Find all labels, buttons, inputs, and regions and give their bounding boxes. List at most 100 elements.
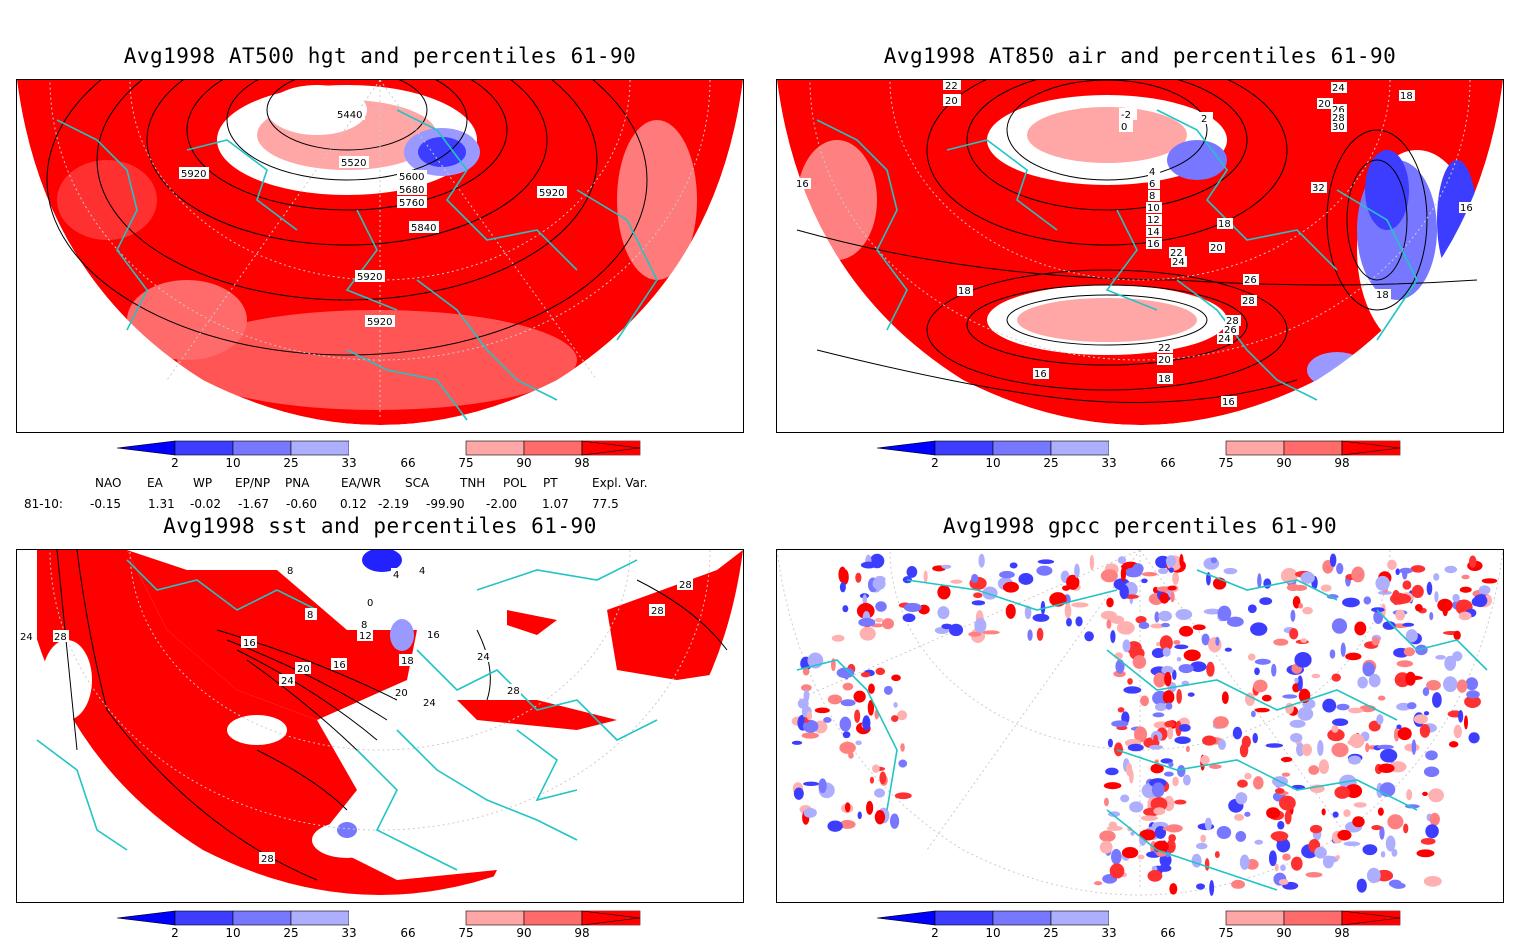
colorbar-tick-label: 2 <box>931 926 939 940</box>
precip-blob <box>1261 694 1272 702</box>
precip-blob <box>1235 831 1247 842</box>
precip-blob <box>937 606 950 620</box>
precip-blob <box>1208 636 1222 653</box>
precip-blob <box>1156 641 1161 647</box>
precip-blob <box>1481 578 1498 584</box>
precip-blob <box>1265 743 1284 748</box>
precip-blob <box>973 592 983 599</box>
precip-blob <box>900 743 905 752</box>
precip-blob <box>1340 642 1346 657</box>
precip-blob <box>897 710 908 721</box>
precip-blob <box>1435 654 1446 660</box>
contour-label: 8 <box>287 566 293 577</box>
precip-blob <box>1380 851 1386 858</box>
precip-blob <box>1163 771 1174 777</box>
precip-blob <box>1212 716 1229 729</box>
contour-label: 8 <box>307 610 313 621</box>
precip-blob <box>1172 776 1179 787</box>
precip-blob <box>869 776 875 784</box>
precip-blob <box>1466 690 1480 699</box>
contour-label: 4 <box>393 570 399 581</box>
colorbar-tick-label: 66 <box>1160 926 1176 940</box>
precip-blob <box>1159 635 1173 651</box>
precip-blob <box>1352 816 1365 828</box>
contour-label: 5920 <box>357 272 382 283</box>
index-header: Expl. Var. <box>592 476 648 490</box>
contour-label: 5920 <box>181 169 206 180</box>
contour-label: 5440 <box>337 110 362 121</box>
precip-blob <box>793 787 804 800</box>
precip-blob <box>1363 596 1372 605</box>
contour-label: 6 <box>1149 179 1155 190</box>
precip-blob <box>1178 724 1191 732</box>
precip-blob <box>1174 799 1187 805</box>
contour-label: 24 <box>1218 334 1231 345</box>
precip-blob <box>1152 821 1169 829</box>
precip-blob <box>1209 764 1222 769</box>
precip-blob <box>883 685 893 695</box>
precip-blob <box>1099 830 1116 842</box>
precip-blob <box>1196 883 1206 890</box>
colorbar-segment <box>1050 910 1110 926</box>
precip-blob <box>1250 622 1268 636</box>
precip-blob <box>1284 810 1292 825</box>
contour-label: 10 <box>1147 203 1160 214</box>
precip-blob <box>1468 555 1477 568</box>
precip-blob <box>1084 631 1094 642</box>
precip-blob <box>894 792 912 800</box>
index-header: POL <box>503 476 527 490</box>
colorbar-segment <box>1283 910 1343 926</box>
precip-blob <box>1356 878 1367 893</box>
colorbar-tick-label: 90 <box>516 926 532 940</box>
colorbar-tick-label: 10 <box>985 456 1001 470</box>
panel4-colorbar: 2 10 25 33 66 75 90 98 <box>877 910 1437 946</box>
contour-label: 30 <box>1332 122 1345 133</box>
precip-blob <box>879 771 887 785</box>
precip-blob <box>855 740 862 746</box>
precip-blob <box>1376 744 1394 750</box>
precip-blob <box>1425 750 1438 761</box>
precip-blob <box>803 781 819 787</box>
precip-blob <box>898 759 908 768</box>
precip-blob <box>1113 742 1124 757</box>
panel3-colorbar: 2 10 25 33 66 75 90 98 <box>117 910 677 946</box>
precip-blob <box>1371 825 1382 831</box>
contour-label: 20 <box>395 688 408 699</box>
precip-blob <box>1371 636 1380 646</box>
precip-blob <box>1244 811 1251 817</box>
colorbar-tick-label: 10 <box>225 926 241 940</box>
precip-blob <box>1158 610 1173 622</box>
precip-blob <box>893 702 898 708</box>
index-value: -2.00 <box>486 497 518 511</box>
precip-blob <box>1127 678 1133 685</box>
precip-blob <box>1337 829 1352 841</box>
contour-label: 24 <box>20 632 33 643</box>
contour-label: 16 <box>427 630 440 641</box>
contour-label: 20 <box>1318 99 1331 110</box>
precip-blob <box>839 819 856 829</box>
precip-blob <box>1396 724 1402 730</box>
precip-blob <box>842 682 854 691</box>
precip-blob <box>974 617 987 634</box>
precip-blob <box>1309 824 1323 834</box>
precip-blob <box>1172 669 1177 681</box>
index-header: PNA <box>285 476 310 490</box>
colorbar-tick-label: 2 <box>171 456 179 470</box>
colorbar-arrow-high <box>1341 910 1401 926</box>
precip-blob <box>1415 644 1428 656</box>
contour-label: 24 <box>1172 257 1185 268</box>
precip-blob <box>1203 608 1222 615</box>
precip-blob <box>1089 554 1095 571</box>
precip-blob <box>1393 727 1400 742</box>
precip-blob <box>1099 840 1113 854</box>
precip-blob <box>1191 853 1202 868</box>
precip-blob <box>814 707 830 714</box>
precip-blob <box>968 631 982 637</box>
precip-blob <box>841 569 849 585</box>
precip-blob <box>1172 571 1179 585</box>
precip-blob <box>1250 710 1256 718</box>
colorbar-segment <box>465 910 525 926</box>
contour-label: 2 <box>1201 114 1207 125</box>
precip-blob <box>1289 628 1299 640</box>
index-header: SCA <box>405 476 430 490</box>
